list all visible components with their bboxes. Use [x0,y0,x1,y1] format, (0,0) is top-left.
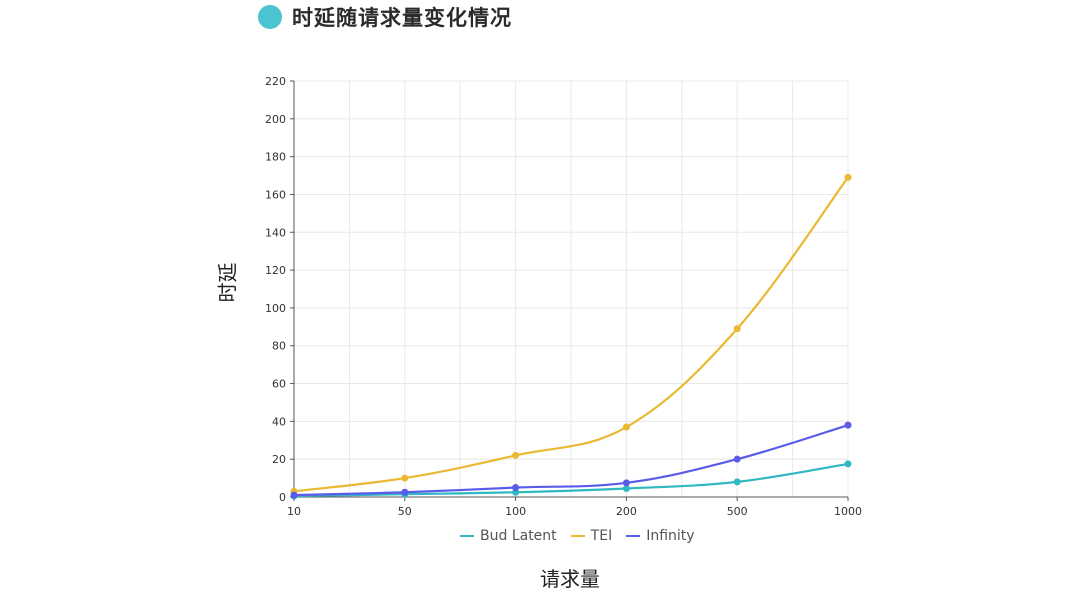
legend-item[interactable]: Bud Latent [460,528,557,544]
x-tick-label: 100 [505,505,526,518]
series-line-bud-latent [292,462,850,498]
data-point [733,325,741,333]
y-tick-label: 20 [272,453,286,466]
y-tick-label: 100 [265,302,286,315]
title-bullet-icon [258,5,282,29]
data-point [844,460,852,468]
x-axis-label: 请求量 [540,567,600,591]
y-tick-label: 220 [265,75,286,88]
data-point [401,488,409,496]
y-tick-label: 180 [265,151,286,164]
y-tick-label: 40 [272,415,286,428]
series-line-tei [292,176,850,493]
legend-item[interactable]: Infinity [626,528,695,544]
y-axis-label: 时延 [215,262,240,303]
legend-item[interactable]: TEI [570,528,613,544]
x-tick-label: 500 [727,505,748,518]
data-point [844,421,852,429]
y-tick-label: 200 [265,113,286,126]
data-point [733,478,741,486]
data-point [290,491,298,499]
legend-swatch [460,535,474,537]
data-point [622,479,630,487]
legend-label: Infinity [646,528,695,544]
y-tick-label: 140 [265,226,286,239]
data-point [401,474,409,482]
y-tick-label: 0 [279,491,286,504]
x-tick-label: 10 [287,505,301,518]
data-point [622,423,630,431]
legend-label: Bud Latent [480,528,557,544]
x-tick-label: 1000 [834,505,862,518]
chart-title-row: 时延随请求量变化情况 [258,4,512,30]
legend-swatch [570,535,585,537]
data-point [844,173,852,181]
y-tick-label: 60 [272,378,286,391]
x-tick-label: 200 [616,505,637,518]
series-line-infinity [292,424,850,497]
chart-title: 时延随请求量变化情况 [292,6,512,30]
legend-label: TEI [590,528,613,544]
legend-swatch [626,535,641,537]
data-point [622,484,630,492]
x-tick-label: 50 [398,505,412,518]
y-tick-label: 80 [272,340,286,353]
chart-legend: Bud Latent TEI Infinity [460,528,709,544]
data-point [512,484,520,492]
data-point [512,451,520,459]
data-point [733,455,741,463]
y-tick-label: 160 [265,188,286,201]
y-tick-label: 120 [265,264,286,277]
